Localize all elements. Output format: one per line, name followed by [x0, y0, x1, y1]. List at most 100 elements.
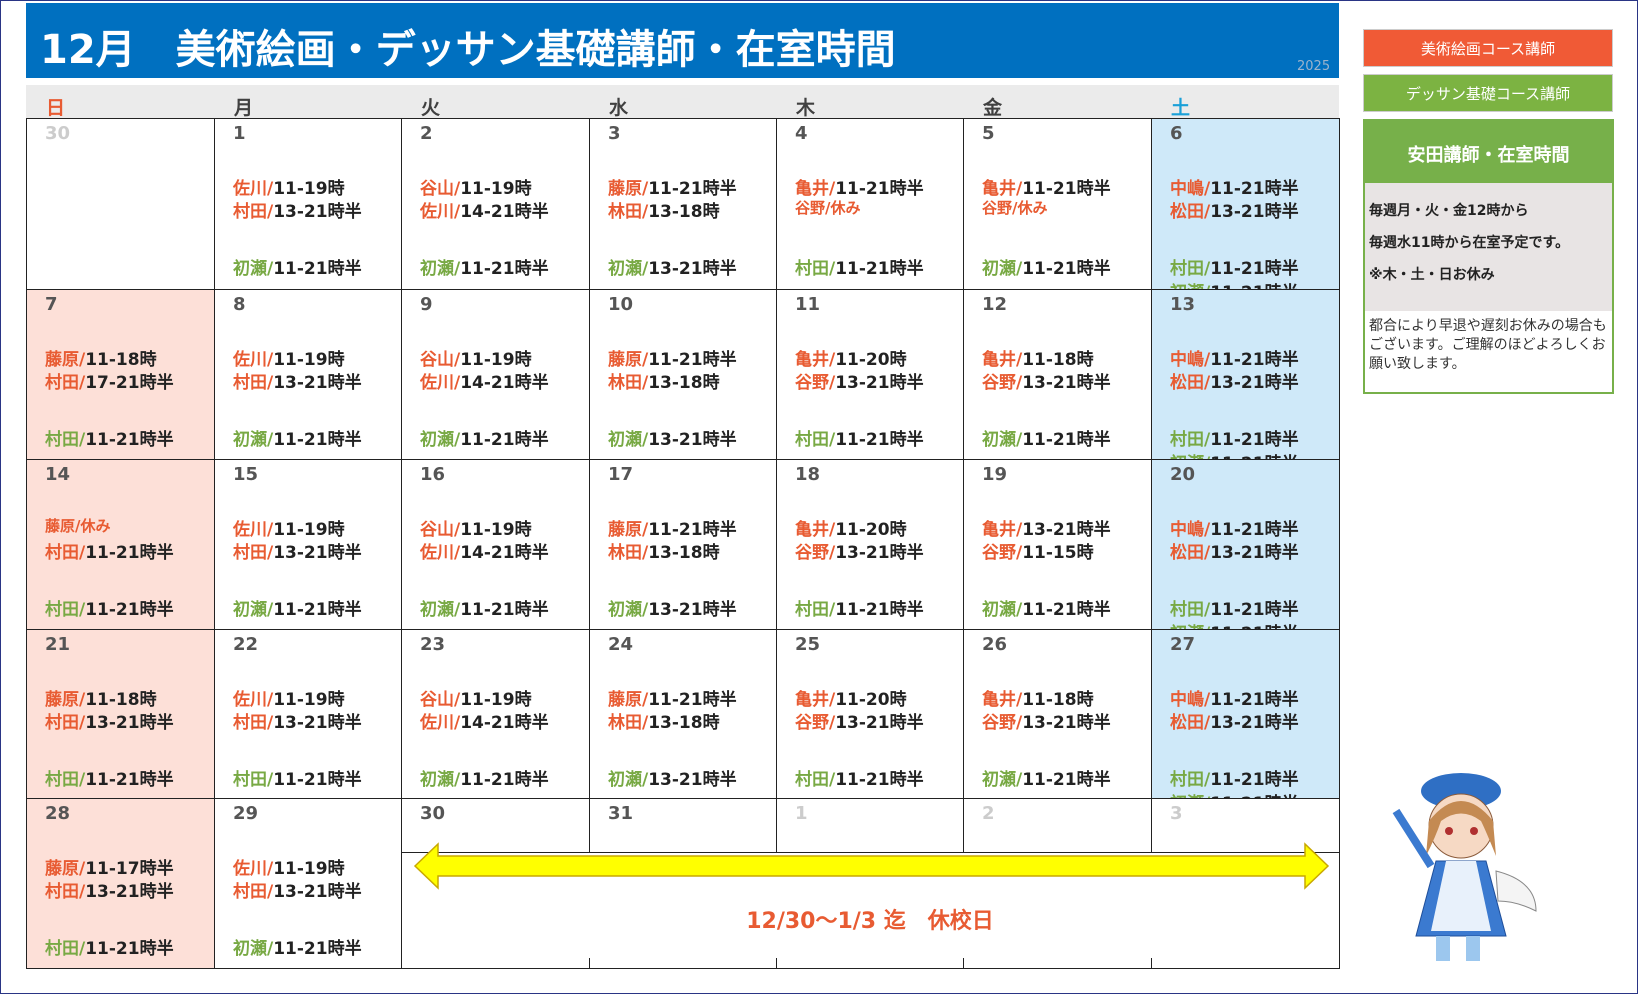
teacher: 村田/ — [45, 939, 86, 959]
schedule-entry: 松田/13-21時半 — [1170, 197, 1299, 222]
holiday-frame — [401, 798, 1340, 969]
teacher: 谷野/ — [982, 543, 1023, 563]
day-number: 17 — [608, 464, 634, 485]
day-cell: 23 谷山/11-19時 佐川/14-21時半 初瀬/11-21時半 — [401, 629, 590, 799]
hours: 11-19時 — [273, 690, 345, 710]
schedule-entry: 初瀬/11-21時半 — [420, 254, 549, 279]
day-number: 3 — [608, 123, 621, 144]
schedule-entry: 亀井/11-18時 — [982, 685, 1094, 710]
weekday: 火 — [401, 85, 589, 119]
teacher: 谷山/ — [420, 690, 461, 710]
mascot — [1392, 773, 1537, 961]
teacher: 初瀬/ — [982, 430, 1023, 450]
schedule-entry: 初瀬/13-21時半 — [608, 595, 737, 620]
schedule-entry: 村田/11-21時半 — [233, 765, 362, 790]
day-number: 18 — [795, 464, 821, 485]
schedule-entry: 藤原/11-17時半 — [45, 854, 174, 879]
hours: 14-21時半 — [460, 543, 549, 563]
day-cell: 8 佐川/11-19時 村田/13-21時半 初瀬/11-21時半 — [214, 289, 402, 460]
hours: 11-19時 — [460, 179, 532, 199]
schedule-entry: 村田/11-21時半 — [795, 425, 924, 450]
day-number: 7 — [45, 294, 58, 315]
hours: 13-21時半 — [273, 713, 362, 733]
teacher: 初瀬/ — [982, 600, 1023, 620]
teacher: 谷野/ — [795, 543, 836, 563]
hours: 11-21時半 — [273, 259, 362, 279]
yasuda-panel: 安田講師・在室時間 毎週月・火・金12時から 毎週水11時から在室予定です。 ※木・… — [1363, 119, 1614, 394]
day-cell: 12 亀井/11-18時 谷野/13-21時半 初瀬/11-21時半 — [963, 289, 1152, 460]
teacher: 村田/ — [45, 543, 86, 563]
schedule-entry: 谷野/13-21時半 — [795, 538, 924, 563]
hours: 11-21時半 — [1210, 600, 1299, 620]
schedule-entry: 藤原/11-18時 — [45, 345, 157, 370]
title: 12月 美術絵画・デッサン基礎講師・在室時間 — [26, 3, 1339, 78]
day-number: 14 — [45, 464, 71, 485]
teacher: 初瀬/ — [420, 259, 461, 279]
schedule-entry: 佐川/14-21時半 — [420, 368, 549, 393]
schedule-entry: 藤原/11-21時半 — [608, 345, 737, 370]
hours: 11-19時 — [273, 520, 345, 540]
yasuda-line: ※木・土・日お休み — [1369, 267, 1495, 283]
day-cell: 18 亀井/11-20時 谷野/13-21時半 村田/11-21時半 — [776, 459, 964, 630]
day-cell: 21 藤原/11-18時 村田/13-21時半 村田/11-21時半 — [26, 629, 215, 799]
hours: 11-21時半 — [1210, 430, 1299, 450]
schedule-entry: 谷野/休み — [982, 197, 1047, 218]
day-cell: 19 亀井/13-21時半 谷野/11-15時 初瀬/11-21時半 — [963, 459, 1152, 630]
holiday-label: 12/30～1/3 迄 休校日 — [746, 909, 994, 934]
teacher: 村田/ — [1170, 600, 1211, 620]
schedule-entry: 藤原/11-21時半 — [608, 685, 737, 710]
hours: 11-21時半 — [648, 690, 737, 710]
teacher: 藤原/ — [45, 350, 86, 370]
schedule-entry: 初瀬/11-21時半 — [982, 595, 1111, 620]
schedule-entry: 村田/11-21時半 — [45, 765, 174, 790]
hours: 13-21時半 — [273, 373, 362, 393]
day-number: 31 — [608, 803, 634, 824]
hours: 14-21時半 — [460, 202, 549, 222]
day-cell: 20中嶋/11-21時半松田/13-21時半村田/11-21時半初瀬/11-21… — [1151, 459, 1340, 644]
teacher: 林田/ — [608, 373, 649, 393]
day-number: 15 — [233, 464, 259, 485]
teacher: 村田/ — [1170, 770, 1211, 790]
hours: 11-18時 — [85, 350, 157, 370]
hours: 13-21時半 — [85, 713, 174, 733]
hours: 13-21時半 — [648, 259, 737, 279]
day-number: 10 — [608, 294, 634, 315]
day-number: 4 — [795, 123, 808, 144]
day-cell: 14 藤原/休み 村田/11-21時半 村田/11-21時半 — [26, 459, 215, 630]
schedule-entry: 松田/13-21時半 — [1170, 368, 1299, 393]
hours: 11-19時 — [273, 350, 345, 370]
day-number: 6 — [1170, 123, 1183, 144]
hours: 13-21時半 — [835, 373, 924, 393]
weekday: 水 — [589, 85, 776, 119]
hours: 13-21時半 — [273, 882, 362, 902]
yasuda-note: 都合により早退や遅刻お休みの場合もございます。ご理解のほどよろしくお願い致します… — [1369, 318, 1607, 372]
schedule-entry: 林田/13-18時 — [608, 368, 720, 393]
hours: 11-21時半 — [1210, 770, 1299, 790]
hours: 11-18時 — [1022, 350, 1094, 370]
teacher: 初瀬/ — [233, 600, 274, 620]
hours: 13-21時半 — [835, 543, 924, 563]
schedule-entry: 初瀬/11-21時半 — [233, 425, 362, 450]
day-cell: 4 亀井/11-21時半 谷野/休み 村田/11-21時半 — [776, 118, 964, 290]
hours: 11-21時半 — [273, 600, 362, 620]
schedule-entry: 佐川/11-19時 — [233, 174, 345, 199]
day-cell: 11 亀井/11-20時 谷野/13-21時半 村田/11-21時半 — [776, 289, 964, 460]
schedule-entry: 佐川/11-19時 — [233, 854, 345, 879]
day-number: 28 — [45, 803, 71, 824]
hours: 11-20時 — [835, 350, 907, 370]
weekday: 日 — [26, 85, 214, 119]
teacher: 村田/ — [45, 713, 86, 733]
hours: 11-21時半 — [1210, 690, 1299, 710]
day-cell: 27中嶋/11-21時半松田/13-21時半村田/11-21時半初瀬/11-21… — [1151, 629, 1340, 814]
teacher: 藤原/ — [45, 690, 86, 710]
schedule-entry: 佐川/14-21時半 — [420, 708, 549, 733]
teacher: 谷野/ — [982, 713, 1023, 733]
schedule-entry: 林田/13-18時 — [608, 708, 720, 733]
tick — [776, 958, 777, 968]
teacher: 谷野/ — [795, 713, 836, 733]
teacher: 藤原/休み — [45, 517, 111, 535]
hours: 11-18時 — [85, 690, 157, 710]
schedule-entry: 中嶋/11-21時半 — [1170, 345, 1299, 370]
teacher: 亀井/ — [795, 350, 836, 370]
